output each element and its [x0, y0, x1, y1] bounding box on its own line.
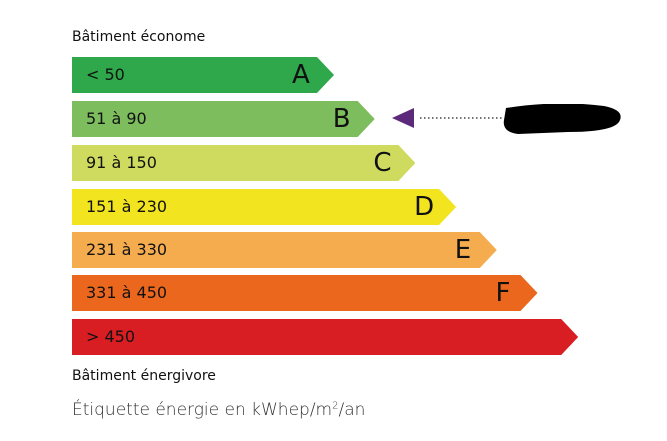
- top-label: Bâtiment économe: [72, 29, 206, 45]
- footer-sup: 2: [332, 400, 339, 412]
- class-range: 231 à 330: [86, 240, 168, 259]
- class-bar-e: 231 à 330 E: [72, 232, 497, 268]
- bottom-label: Bâtiment énergivore: [72, 368, 216, 384]
- class-range: 331 à 450: [86, 283, 168, 302]
- class-range: 91 à 150: [86, 153, 157, 172]
- footer-caption: Étiquette énergie en kWhep/m2/an: [72, 400, 365, 420]
- class-bar-b: 51 à 90 B: [72, 101, 375, 137]
- class-indicator: [392, 104, 621, 134]
- class-letter: C: [373, 148, 392, 178]
- indicator-arrow-icon: [392, 108, 414, 128]
- class-bar-d: 151 à 230 D: [72, 189, 457, 225]
- class-bar-c: 91 à 150 C: [72, 145, 416, 181]
- class-bar-g: > 450: [72, 319, 579, 355]
- class-letter: D: [414, 192, 435, 222]
- class-letter: A: [292, 60, 310, 90]
- class-letter: B: [332, 104, 351, 134]
- redacted-value: [503, 104, 621, 134]
- class-letter: E: [454, 235, 472, 265]
- footer-prefix: Étiquette énergie en kWhep/m: [72, 400, 333, 420]
- class-range: < 50: [86, 65, 125, 84]
- class-range: 151 à 230: [86, 197, 168, 216]
- class-letter: F: [495, 278, 511, 308]
- class-bar-a: < 50 A: [72, 57, 334, 93]
- class-range: > 450: [86, 327, 136, 346]
- footer-suffix: /an: [338, 400, 366, 420]
- class-bar-f: 331 à 450 F: [72, 275, 538, 311]
- class-range: 51 à 90: [86, 109, 147, 128]
